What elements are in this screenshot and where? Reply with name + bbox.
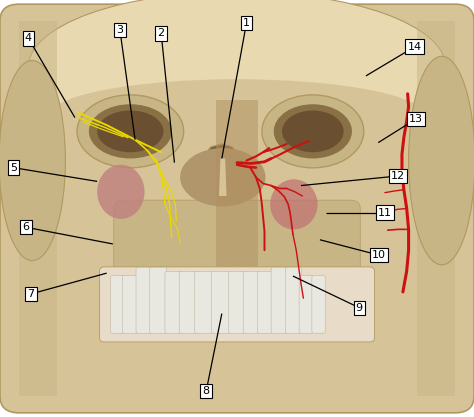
FancyBboxPatch shape bbox=[114, 200, 360, 309]
Bar bbox=[216, 100, 258, 292]
Ellipse shape bbox=[28, 0, 446, 142]
Ellipse shape bbox=[409, 56, 474, 265]
Text: 1: 1 bbox=[243, 18, 250, 28]
Text: 2: 2 bbox=[157, 28, 165, 38]
Polygon shape bbox=[219, 158, 227, 196]
FancyBboxPatch shape bbox=[0, 4, 474, 413]
Text: 8: 8 bbox=[202, 386, 210, 396]
Ellipse shape bbox=[262, 95, 364, 168]
FancyBboxPatch shape bbox=[136, 267, 152, 333]
Ellipse shape bbox=[97, 165, 145, 219]
Polygon shape bbox=[417, 21, 455, 396]
FancyBboxPatch shape bbox=[211, 271, 230, 333]
FancyBboxPatch shape bbox=[165, 271, 182, 333]
Text: 10: 10 bbox=[372, 250, 386, 260]
FancyBboxPatch shape bbox=[271, 267, 287, 333]
Ellipse shape bbox=[47, 79, 427, 154]
Polygon shape bbox=[205, 144, 242, 204]
Text: 12: 12 bbox=[391, 171, 405, 181]
Text: 9: 9 bbox=[356, 303, 363, 313]
FancyBboxPatch shape bbox=[312, 276, 325, 333]
Text: 13: 13 bbox=[409, 114, 423, 124]
Text: 3: 3 bbox=[117, 25, 123, 35]
FancyBboxPatch shape bbox=[179, 271, 197, 333]
Text: 7: 7 bbox=[27, 289, 35, 299]
Text: 6: 6 bbox=[23, 222, 29, 232]
Text: 11: 11 bbox=[378, 208, 392, 218]
Ellipse shape bbox=[282, 111, 344, 152]
Ellipse shape bbox=[270, 179, 318, 229]
FancyBboxPatch shape bbox=[257, 271, 273, 333]
FancyBboxPatch shape bbox=[122, 276, 138, 333]
Ellipse shape bbox=[97, 111, 164, 152]
Ellipse shape bbox=[89, 104, 172, 158]
FancyBboxPatch shape bbox=[150, 267, 167, 333]
Ellipse shape bbox=[77, 95, 184, 168]
FancyBboxPatch shape bbox=[243, 271, 259, 333]
FancyBboxPatch shape bbox=[110, 276, 125, 333]
Ellipse shape bbox=[274, 104, 352, 158]
FancyBboxPatch shape bbox=[228, 271, 246, 333]
Polygon shape bbox=[19, 21, 57, 396]
FancyBboxPatch shape bbox=[299, 276, 313, 333]
FancyBboxPatch shape bbox=[285, 267, 301, 333]
Text: 4: 4 bbox=[25, 33, 32, 43]
Text: 5: 5 bbox=[10, 163, 17, 173]
Ellipse shape bbox=[0, 60, 65, 261]
Ellipse shape bbox=[180, 148, 265, 206]
FancyBboxPatch shape bbox=[100, 267, 374, 342]
FancyBboxPatch shape bbox=[195, 271, 213, 333]
Text: 14: 14 bbox=[408, 42, 422, 52]
